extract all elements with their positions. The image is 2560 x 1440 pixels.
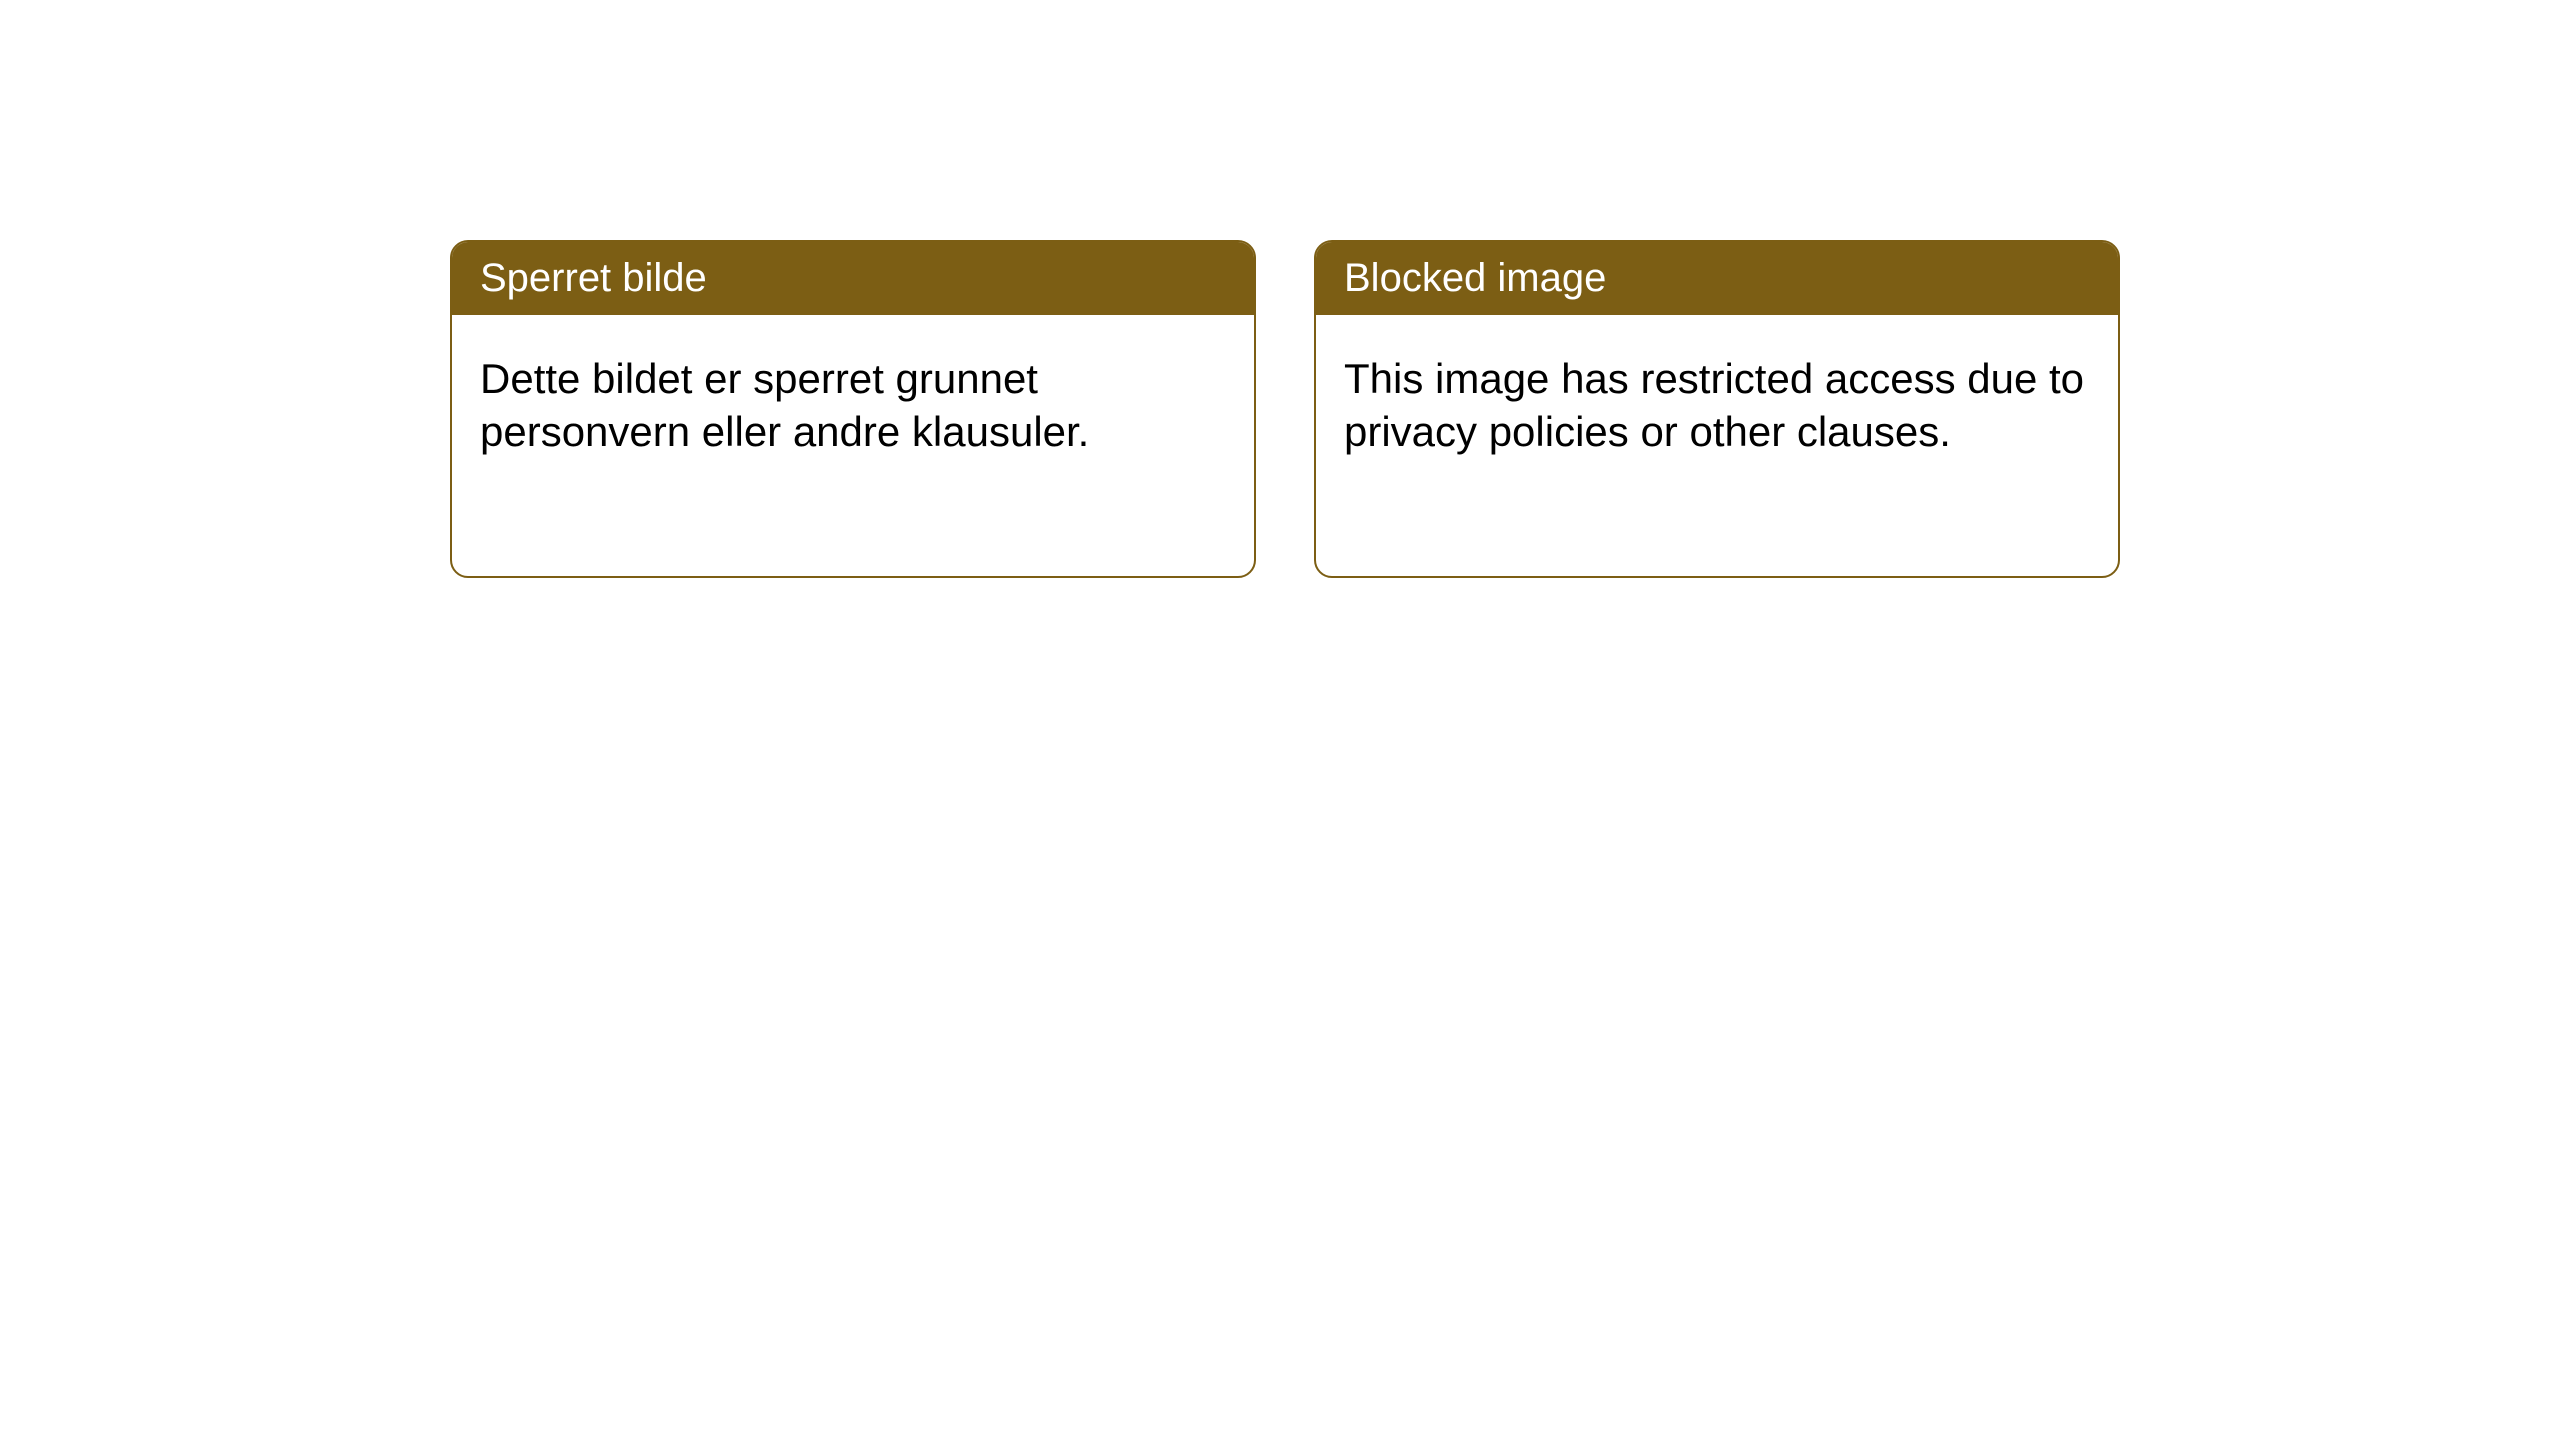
- card-title: Blocked image: [1344, 256, 1606, 300]
- card-body: This image has restricted access due to …: [1316, 315, 2118, 496]
- card-body: Dette bildet er sperret grunnet personve…: [452, 315, 1254, 496]
- card-header: Blocked image: [1316, 242, 2118, 315]
- card-body-text: Dette bildet er sperret grunnet personve…: [480, 355, 1089, 455]
- card-title: Sperret bilde: [480, 256, 707, 300]
- card-header: Sperret bilde: [452, 242, 1254, 315]
- notice-card-norwegian: Sperret bilde Dette bildet er sperret gr…: [450, 240, 1256, 578]
- card-body-text: This image has restricted access due to …: [1344, 355, 2084, 455]
- notice-cards-container: Sperret bilde Dette bildet er sperret gr…: [450, 240, 2120, 578]
- notice-card-english: Blocked image This image has restricted …: [1314, 240, 2120, 578]
